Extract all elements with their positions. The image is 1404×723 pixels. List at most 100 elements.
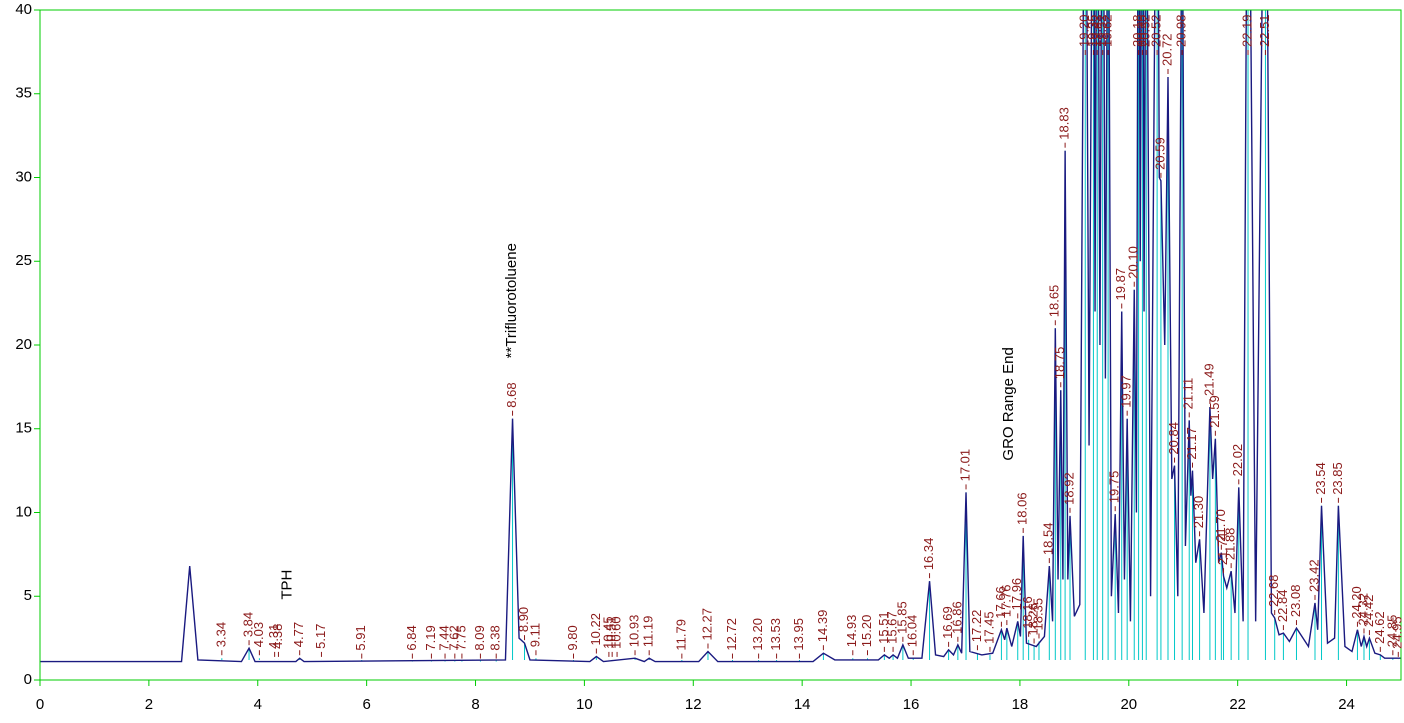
peak-label: 8.09 — [472, 625, 487, 650]
peak-label: 22.51 — [1257, 14, 1272, 47]
peak-label: 23.85 — [1330, 462, 1345, 495]
peak-label: 5.17 — [313, 624, 328, 649]
x-tick-label: 0 — [36, 696, 44, 713]
x-tick-label: 22 — [1229, 696, 1246, 713]
peak-label: 16.69 — [940, 606, 955, 639]
peak-label: 9.80 — [565, 625, 580, 650]
peak-label: 5.91 — [353, 625, 368, 650]
x-tick-label: 18 — [1012, 696, 1029, 713]
peak-label: 20.25 — [1134, 14, 1149, 47]
plot-frame — [39, 9, 1402, 681]
x-tick-label: 6 — [362, 696, 370, 713]
annotation: **Trifluorotoluene — [503, 243, 520, 358]
annotation: TPH — [279, 570, 296, 600]
peak-label: 20.72 — [1159, 33, 1174, 66]
peak-label: 18.06 — [1015, 492, 1030, 525]
peak-label: 3.84 — [240, 612, 255, 637]
peak-label: 12.27 — [699, 608, 714, 641]
peak-label: 17.96 — [1009, 578, 1024, 611]
peak-label: 14.39 — [815, 610, 830, 643]
peak-label: 20.18 — [1130, 14, 1145, 47]
peak-label: 18.16 — [1020, 596, 1035, 629]
peak-label: 20.52 — [1149, 14, 1164, 47]
y-tick-label: 0 — [24, 671, 32, 688]
peak-label: 17.76 — [998, 585, 1013, 618]
peak-label: 24.95 — [1390, 616, 1404, 649]
peak-label: 22.19 — [1239, 14, 1254, 47]
x-tick-label: 12 — [685, 696, 702, 713]
peak-label: 15.85 — [894, 601, 909, 634]
peak-label: 10.45 — [600, 616, 615, 649]
peak-label: 8.68 — [504, 382, 519, 407]
peak-label: 19.20 — [1077, 14, 1092, 47]
peak-label: 17.22 — [969, 610, 984, 643]
peak-label: 23.54 — [1313, 462, 1328, 495]
peak-label: 16.34 — [921, 538, 936, 571]
peak-label: 19.35 — [1085, 14, 1100, 47]
peak-label: 10.60 — [609, 616, 624, 649]
y-tick-label: 15 — [15, 420, 32, 437]
y-tick-label: 40 — [15, 1, 32, 18]
peak-label: 21.11 — [1181, 378, 1196, 410]
x-tick-label: 10 — [576, 696, 593, 713]
peak-label: 16.04 — [905, 615, 920, 648]
peak-label: 13.95 — [791, 618, 806, 651]
y-tick-label: 35 — [15, 85, 32, 102]
peak-label: 19.97 — [1119, 375, 1134, 408]
peak-label: 6.84 — [404, 625, 419, 650]
peak-label: 20.98 — [1174, 14, 1189, 47]
peak-label: 18.35 — [1030, 598, 1045, 631]
trace-line — [40, 10, 1401, 663]
peak-label: 20.10 — [1126, 246, 1141, 279]
peak-label: 12.72 — [724, 618, 739, 651]
peak-label: 24.62 — [1372, 611, 1387, 644]
peak-label: 13.53 — [768, 618, 783, 651]
peak-label: 19.52 — [1094, 14, 1109, 47]
peak-label: 18.75 — [1052, 347, 1067, 380]
peak-label: 22.68 — [1266, 574, 1281, 607]
peak-label: 24.32 — [1355, 593, 1370, 626]
peak-label: 8.90 — [516, 607, 531, 632]
peak-label: 8.38 — [488, 625, 503, 650]
peak-label: 21.70 — [1213, 509, 1228, 542]
peak-label: 7.62 — [446, 625, 461, 650]
peak-label: 3.34 — [213, 622, 228, 647]
peak-label: 11.79 — [673, 619, 688, 651]
peak-label: 10.51 — [604, 616, 619, 649]
x-tick-label: 20 — [1120, 696, 1137, 713]
peak-label: 21.59 — [1207, 395, 1222, 428]
peak-label: 21.74 — [1215, 533, 1230, 566]
peak-label: 4.77 — [291, 622, 306, 647]
y-tick-label: 25 — [15, 252, 32, 269]
peak-label: 10.22 — [588, 613, 603, 646]
peak-label: 4.03 — [251, 622, 266, 647]
x-tick-label: 16 — [903, 696, 920, 713]
x-tick-label: 2 — [145, 696, 153, 713]
peak-label: 15.20 — [859, 615, 874, 648]
peak-label: 23.42 — [1306, 559, 1321, 592]
peak-label: 18.26 — [1026, 603, 1041, 636]
peak-label: 4.31 — [266, 624, 281, 649]
peak-label: 20.59 — [1152, 137, 1167, 170]
peak-label: 19.87 — [1113, 268, 1128, 301]
peak-label: 20.84 — [1166, 422, 1181, 455]
peak-label: 19.75 — [1107, 471, 1122, 504]
peak-label: 17.45 — [981, 611, 996, 644]
peak-label: 24.42 — [1361, 595, 1376, 628]
annotation: GRO Range End — [1000, 347, 1017, 460]
x-tick-label: 14 — [794, 696, 811, 713]
y-tick-label: 5 — [24, 587, 32, 604]
peak-label: 21.49 — [1201, 363, 1216, 396]
peak-label: 24.85 — [1384, 615, 1399, 648]
peak-label: 7.75 — [453, 625, 468, 650]
peak-label: 19.42 — [1089, 14, 1104, 47]
peak-label: 18.54 — [1041, 523, 1056, 556]
y-tick-label: 30 — [15, 168, 32, 185]
peak-label: 19.62 — [1100, 14, 1115, 47]
peak-label: 21.30 — [1191, 496, 1206, 529]
peak-label: 11.19 — [641, 616, 656, 648]
peak-label: 15.67 — [885, 611, 900, 644]
x-tick-label: 8 — [471, 696, 479, 713]
peak-label: 9.11 — [527, 623, 542, 647]
